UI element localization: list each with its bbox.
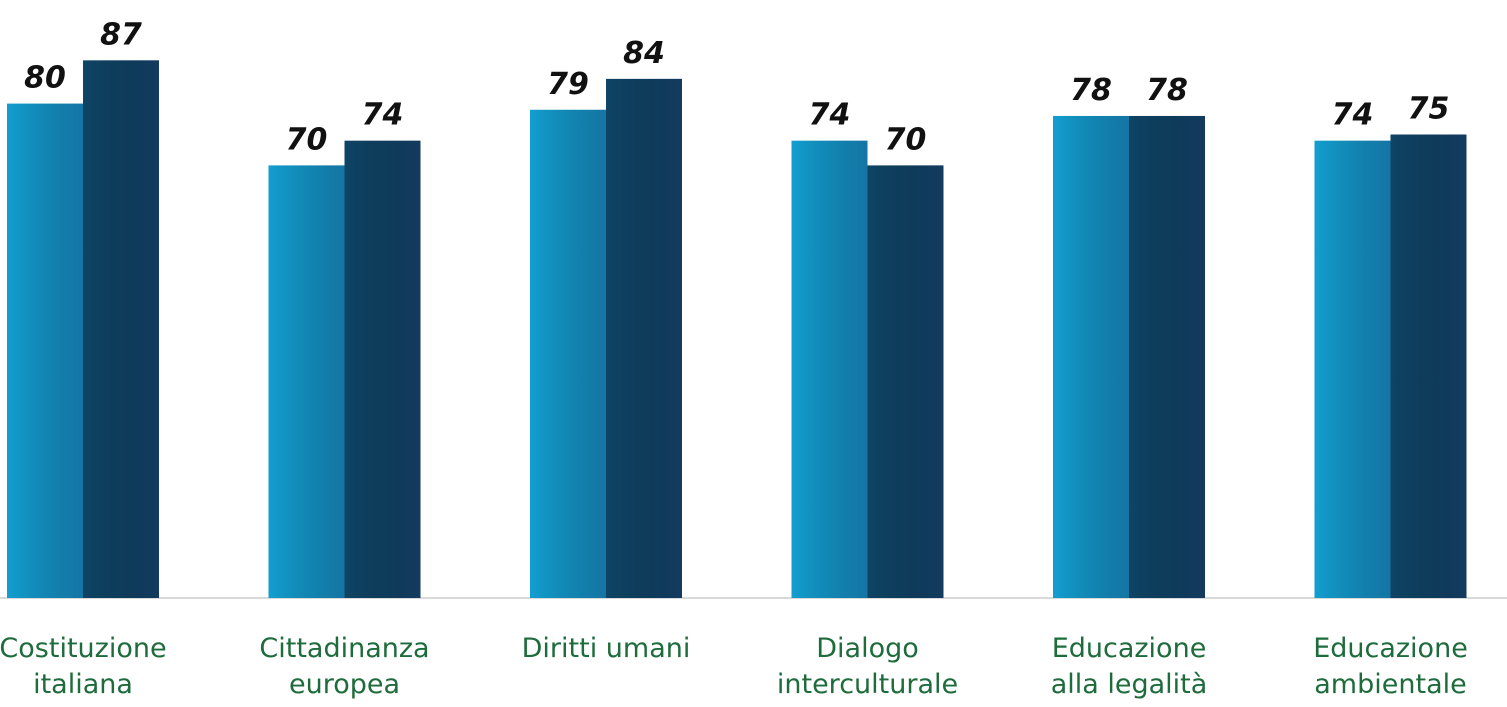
value-label: 80: [24, 61, 66, 96]
value-label: 74: [809, 98, 851, 133]
x-tick-label: Diritti umani: [522, 633, 691, 664]
bar-shade: [83, 60, 159, 598]
value-label: 74: [1332, 98, 1374, 133]
bar-shade: [1053, 115, 1129, 599]
bar-shade: [7, 103, 83, 598]
bar-shade: [344, 140, 421, 598]
value-label: 78: [1070, 73, 1112, 108]
value-label: 84: [623, 36, 665, 71]
x-tick-label: alla legalità: [1051, 669, 1208, 700]
bar-shade: [606, 78, 682, 598]
x-tick-label: Educazione: [1313, 633, 1468, 664]
bar-shade: [530, 109, 606, 598]
x-tick-label: Costituzione: [0, 633, 167, 664]
bar-shade: [1129, 115, 1205, 599]
x-tick-label: Dialogo: [816, 633, 919, 664]
x-tick-label: Educazione: [1052, 633, 1207, 664]
value-label: 74: [362, 98, 404, 133]
bar-shade: [791, 140, 868, 598]
value-label: 70: [885, 122, 927, 157]
x-tick-label: ambientale: [1314, 669, 1466, 700]
bar-shade: [268, 165, 345, 598]
value-label: 79: [547, 67, 589, 102]
bar-shade: [867, 165, 944, 598]
value-label: 75: [1408, 92, 1450, 127]
x-tick-label: europea: [289, 669, 400, 700]
x-tick-label: interculturale: [777, 669, 958, 700]
value-label: 70: [286, 122, 328, 157]
value-label: 87: [100, 17, 142, 52]
value-label: 78: [1146, 73, 1188, 108]
bar-shade: [1390, 134, 1467, 598]
bar-shade: [1314, 140, 1391, 598]
x-tick-label: Cittadinanza: [259, 633, 429, 664]
x-tick-label: italiana: [33, 669, 133, 700]
